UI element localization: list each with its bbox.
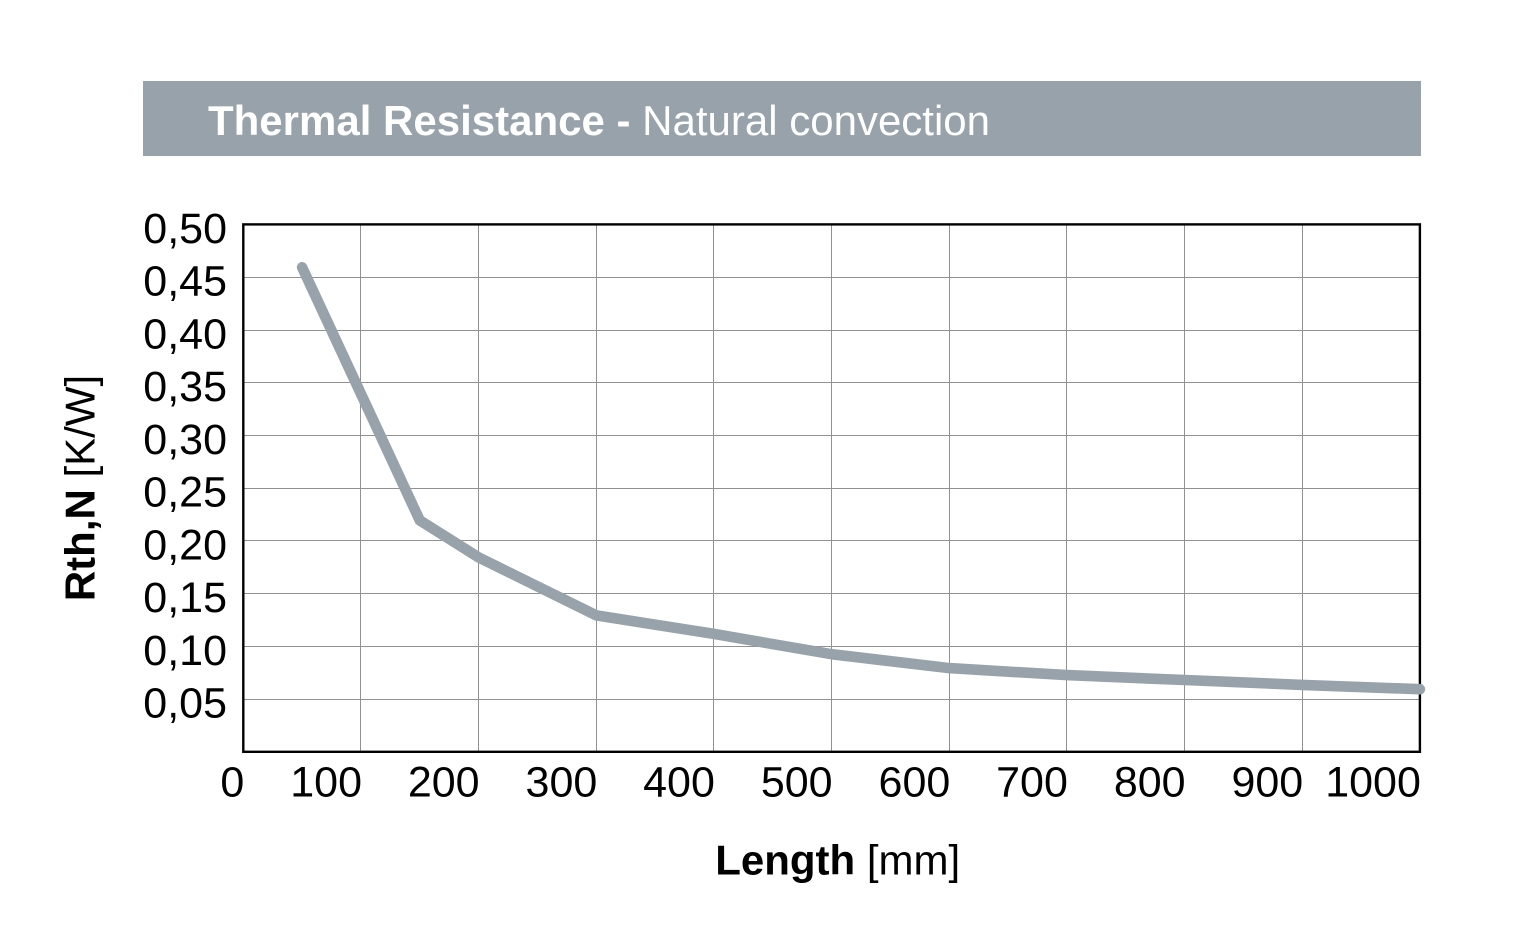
svg-text:0,30: 0,30 <box>143 416 227 464</box>
svg-text:600: 600 <box>879 759 951 807</box>
svg-text:0,35: 0,35 <box>143 363 227 411</box>
svg-text:0,05: 0,05 <box>143 680 227 728</box>
svg-text:500: 500 <box>761 759 833 807</box>
svg-text:0,50: 0,50 <box>143 205 227 253</box>
svg-text:0,40: 0,40 <box>143 311 227 359</box>
svg-text:0,10: 0,10 <box>143 627 227 675</box>
svg-text:800: 800 <box>1114 759 1186 807</box>
svg-text:0: 0 <box>220 759 244 807</box>
svg-text:300: 300 <box>526 759 598 807</box>
svg-text:0,45: 0,45 <box>143 258 227 306</box>
svg-text:100: 100 <box>290 759 362 807</box>
svg-text:0,25: 0,25 <box>143 469 227 517</box>
svg-text:Rth,N [K/W]: Rth,N [K/W] <box>56 375 103 601</box>
svg-text:200: 200 <box>408 759 480 807</box>
svg-text:400: 400 <box>643 759 715 807</box>
svg-text:1000: 1000 <box>1325 759 1421 807</box>
svg-text:700: 700 <box>996 759 1068 807</box>
svg-text:Length [mm]: Length [mm] <box>715 837 960 884</box>
svg-text:0,15: 0,15 <box>143 574 227 622</box>
svg-text:900: 900 <box>1231 759 1303 807</box>
svg-text:Thermal Resistance - Natural c: Thermal Resistance - Natural convection <box>208 97 990 144</box>
svg-text:0,20: 0,20 <box>143 521 227 569</box>
